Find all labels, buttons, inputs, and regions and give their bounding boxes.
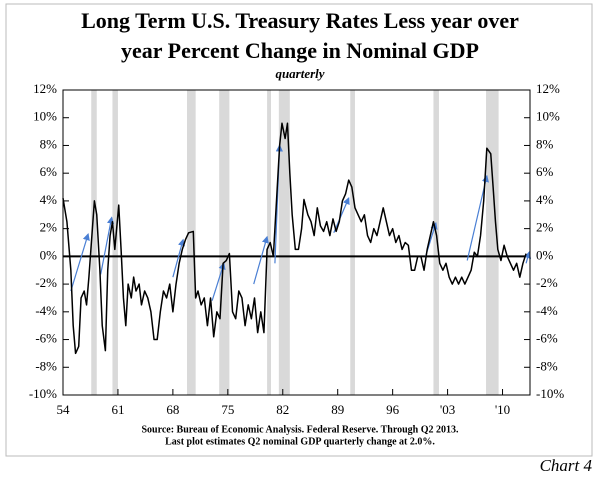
chart-number: Chart 4 xyxy=(540,456,593,475)
x-tick-label: 68 xyxy=(166,402,179,417)
recession-band xyxy=(187,90,196,395)
recession-band xyxy=(433,90,439,395)
y-tick-label: 12% xyxy=(33,81,57,96)
trend-arrow xyxy=(100,216,115,275)
x-tick-label: 61 xyxy=(111,402,124,417)
trend-arrow xyxy=(172,238,185,278)
y2-tick-label: 8% xyxy=(536,136,554,151)
y2-tick-label: -10% xyxy=(536,386,564,401)
x-tick-label: 75 xyxy=(221,402,234,417)
recession-band xyxy=(267,90,271,395)
plot-frame xyxy=(62,89,531,396)
chart-frame xyxy=(5,3,593,457)
y-tick-label: 10% xyxy=(33,109,57,124)
trend-arrow xyxy=(524,251,532,264)
y2-tick-label: -8% xyxy=(536,358,558,373)
x-tick-label: 96 xyxy=(386,402,400,417)
y-tick-label: 6% xyxy=(40,164,58,179)
trend-arrow xyxy=(333,197,350,234)
x-tick-label: 82 xyxy=(276,402,289,417)
trend-arrow xyxy=(253,235,269,285)
x-tick-label: 89 xyxy=(331,402,344,417)
y-tick-label: 2% xyxy=(40,220,58,235)
y2-tick-label: 10% xyxy=(536,109,560,124)
recession-band xyxy=(278,90,290,395)
y-tick-label: -6% xyxy=(35,331,57,346)
trend-arrow xyxy=(466,174,489,261)
y2-tick-label: -4% xyxy=(536,303,558,318)
source-note: Source: Bureau of Economic Analysis. Fed… xyxy=(141,424,459,435)
y2-tick-label: 4% xyxy=(536,192,554,207)
y2-tick-label: -2% xyxy=(536,275,558,290)
recession-band xyxy=(91,90,97,395)
y-tick-label: 4% xyxy=(40,192,58,207)
y-tick-label: -8% xyxy=(35,358,57,373)
y-tick-label: 0% xyxy=(40,247,58,262)
chart-subtitle: quarterly xyxy=(275,66,324,81)
chart-title: Long Term U.S. Treasury Rates Less year … xyxy=(81,8,519,63)
recession-band xyxy=(486,90,499,395)
y-tick-label: -2% xyxy=(35,275,57,290)
trend-arrow xyxy=(211,262,226,301)
recession-band xyxy=(219,90,230,395)
x-tick-label: 54 xyxy=(57,402,71,417)
trend-arrow xyxy=(70,233,90,292)
data-line xyxy=(62,122,527,355)
y-tick-label: 8% xyxy=(40,136,58,151)
y2-tick-label: 0% xyxy=(536,247,554,262)
recession-band xyxy=(350,90,355,395)
x-tick-label: '03 xyxy=(440,402,455,417)
y2-tick-label: 12% xyxy=(536,81,560,96)
y2-tick-label: 2% xyxy=(536,220,554,235)
y2-tick-label: -6% xyxy=(536,331,558,346)
y-tick-label: -4% xyxy=(35,303,57,318)
x-tick-label: '10 xyxy=(495,402,510,417)
y2-tick-label: 6% xyxy=(536,164,554,179)
estimate-note: Last plot estimates Q2 nominal GDP quart… xyxy=(165,436,435,447)
y-tick-label: -10% xyxy=(29,386,57,401)
